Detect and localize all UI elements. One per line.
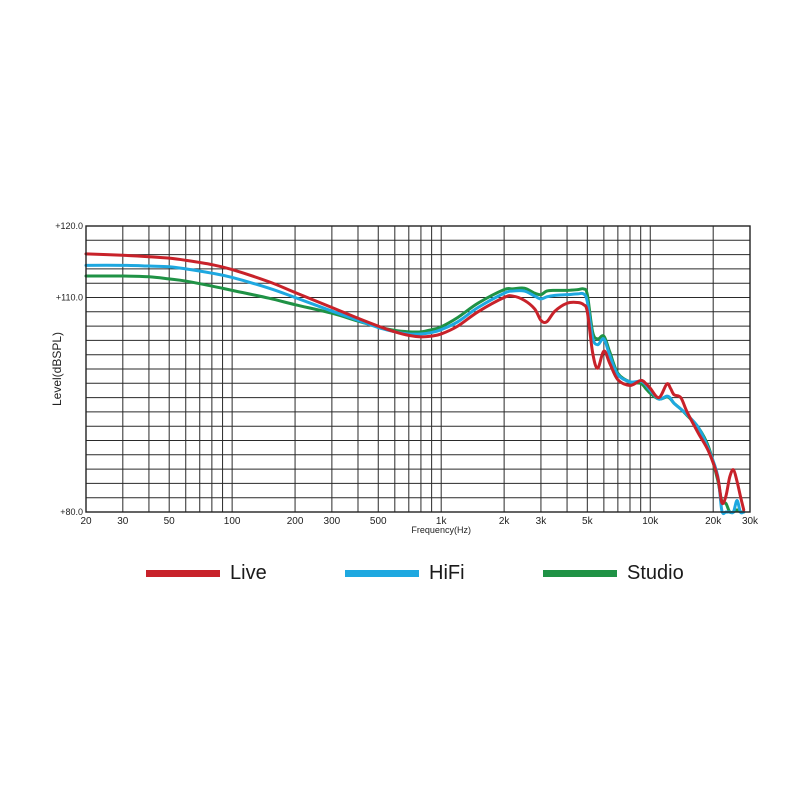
- x-tick-label: 20k: [705, 516, 722, 527]
- x-tick-label: 30k: [742, 516, 759, 527]
- y-tick-label: +110.0: [56, 293, 83, 303]
- y-tick-label: +120.0: [55, 221, 83, 231]
- legend-swatch-hifi: [345, 569, 419, 577]
- legend-label-hifi: HiFi: [429, 561, 465, 584]
- legend-swatch-live: [146, 569, 220, 577]
- legend-label-live: Live: [230, 561, 267, 584]
- series-lines: [84, 252, 746, 516]
- x-tick-label: 20: [80, 516, 92, 527]
- x-tick-labels: 20 30 50 100 200 300 500 1k 2k 3k 5k 10k 20k 30k: [80, 516, 759, 527]
- series-line-hifi: [84, 263, 746, 516]
- x-tick-label: 200: [287, 516, 304, 527]
- x-tick-label: 500: [370, 516, 387, 527]
- chart-legend: Live HiFi Studio: [0, 560, 800, 590]
- plot-border: [85, 225, 751, 513]
- x-tick-label: 50: [164, 516, 176, 527]
- legend-label-studio: Studio: [627, 561, 684, 584]
- x-tick-label: 300: [324, 516, 341, 527]
- x-tick-label: 3k: [536, 516, 548, 527]
- x-tick-label: 100: [224, 516, 241, 527]
- y-tick-labels: +120.0 +110.0 +80.0: [55, 221, 83, 517]
- x-tick-label: 30: [117, 516, 129, 527]
- legend-item-hifi: HiFi: [345, 560, 465, 586]
- x-tick-label: 1k: [436, 516, 448, 527]
- legend-swatch-studio: [543, 569, 617, 577]
- x-tick-label: 2k: [499, 516, 511, 527]
- legend-item-studio: Studio: [543, 560, 684, 586]
- x-axis-label: Frequency(Hz): [411, 525, 471, 535]
- y-axis-label: Level(dBSPL): [50, 332, 64, 406]
- y-tick-label: +80.0: [60, 507, 83, 517]
- x-tick-label: 10k: [642, 516, 659, 527]
- x-tick-label: 5k: [582, 516, 594, 527]
- series-line-live: [84, 252, 746, 512]
- legend-item-live: Live: [146, 560, 267, 586]
